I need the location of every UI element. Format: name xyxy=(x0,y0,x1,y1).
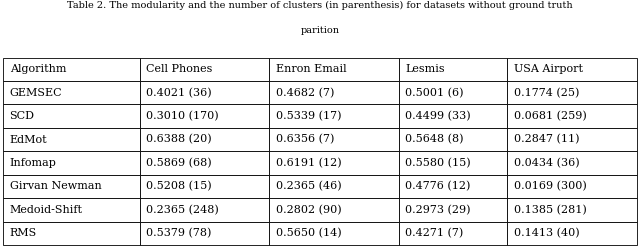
Text: Table 2. The modularity and the number of clusters (in parenthesis) for datasets: Table 2. The modularity and the number o… xyxy=(67,1,573,10)
Text: 0.5648 (8): 0.5648 (8) xyxy=(405,134,463,145)
Text: 0.1413 (40): 0.1413 (40) xyxy=(514,228,579,238)
Text: Infomap: Infomap xyxy=(10,158,56,168)
Text: 0.2365 (248): 0.2365 (248) xyxy=(146,205,219,215)
Text: 0.3010 (170): 0.3010 (170) xyxy=(146,111,219,121)
Text: 0.5650 (14): 0.5650 (14) xyxy=(276,228,341,238)
Text: 0.1385 (281): 0.1385 (281) xyxy=(514,205,586,215)
Text: USA Airport: USA Airport xyxy=(514,64,582,74)
Text: 0.2802 (90): 0.2802 (90) xyxy=(276,205,341,215)
Text: Cell Phones: Cell Phones xyxy=(146,64,212,74)
Text: GEMSEC: GEMSEC xyxy=(10,88,62,98)
Text: 0.0681 (259): 0.0681 (259) xyxy=(514,111,586,121)
Text: RMS: RMS xyxy=(10,228,37,238)
Text: 0.4682 (7): 0.4682 (7) xyxy=(276,88,334,98)
Text: 0.4021 (36): 0.4021 (36) xyxy=(146,88,212,98)
Text: 0.6356 (7): 0.6356 (7) xyxy=(276,134,334,145)
Text: 0.0169 (300): 0.0169 (300) xyxy=(514,181,586,192)
Text: 0.5580 (15): 0.5580 (15) xyxy=(405,158,471,168)
Text: 0.2973 (29): 0.2973 (29) xyxy=(405,205,470,215)
Text: 0.1774 (25): 0.1774 (25) xyxy=(514,88,579,98)
Text: 0.5339 (17): 0.5339 (17) xyxy=(276,111,341,121)
Text: Enron Email: Enron Email xyxy=(276,64,346,74)
Text: 0.0434 (36): 0.0434 (36) xyxy=(514,158,579,168)
Text: parition: parition xyxy=(301,26,339,35)
Text: 0.2365 (46): 0.2365 (46) xyxy=(276,181,341,192)
Text: 0.5001 (6): 0.5001 (6) xyxy=(405,88,463,98)
Text: 0.4776 (12): 0.4776 (12) xyxy=(405,181,470,192)
Text: Algorithm: Algorithm xyxy=(10,64,66,74)
Text: 0.4499 (33): 0.4499 (33) xyxy=(405,111,471,121)
Text: Lesmis: Lesmis xyxy=(405,64,445,74)
Text: 0.5869 (68): 0.5869 (68) xyxy=(146,158,212,168)
Text: 0.5208 (15): 0.5208 (15) xyxy=(146,181,212,192)
Text: 0.6191 (12): 0.6191 (12) xyxy=(276,158,341,168)
Text: 0.4271 (7): 0.4271 (7) xyxy=(405,228,463,238)
Text: 0.6388 (20): 0.6388 (20) xyxy=(146,134,212,145)
Text: SCD: SCD xyxy=(10,111,35,121)
Text: 0.5379 (78): 0.5379 (78) xyxy=(146,228,211,238)
Text: Medoid-Shift: Medoid-Shift xyxy=(10,205,83,215)
Text: Girvan Newman: Girvan Newman xyxy=(10,182,101,192)
Text: EdMot: EdMot xyxy=(10,134,47,144)
Text: 0.2847 (11): 0.2847 (11) xyxy=(514,134,579,145)
